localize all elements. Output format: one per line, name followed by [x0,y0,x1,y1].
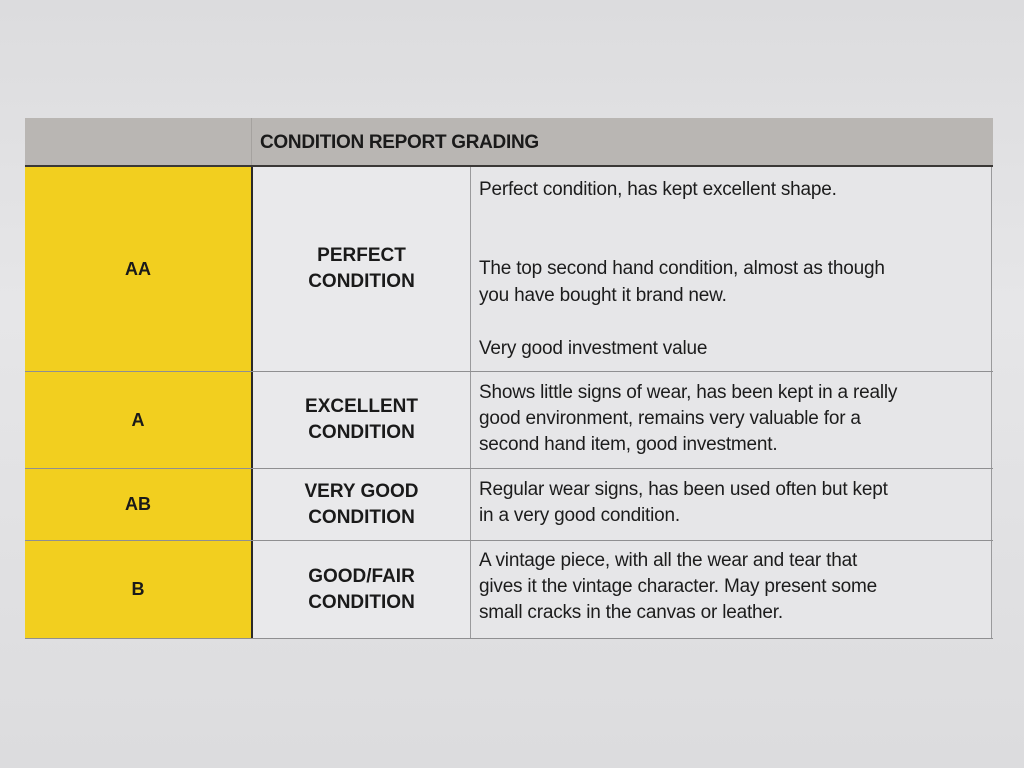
table-row-aa: AA PERFECT CONDITION Perfect condition, h… [25,167,993,371]
table-header: CONDITION REPORT GRADING [25,118,993,167]
grade-cell: AA [25,167,253,371]
condition-cell: PERFECT CONDITION [253,167,471,371]
grade-cell: B [25,541,253,638]
description-line: you have bought it brand new. [479,285,727,306]
table-row-ab: AB VERY GOOD CONDITION Regular wear signs… [25,469,993,540]
row-divider [25,638,993,639]
condition-line: CONDITION [308,271,415,292]
row-divider [25,371,993,372]
description-line: Shows little signs of wear, has been kep… [479,382,898,403]
table-row-a: A EXCELLENT CONDITION Shows little signs … [25,372,993,468]
description-line: gives it the vintage character. May pres… [479,576,878,597]
description-line: in a very good condition. [479,505,680,526]
condition-line: CONDITION [308,506,415,528]
condition-cell: GOOD/FAIR CONDITION [253,541,471,638]
condition-line: EXCELLENT [305,396,418,417]
condition-grading-table: CONDITION REPORT GRADING AA PERFECT CONDI… [25,118,993,640]
description-line: A vintage piece, with all the wear and t… [479,550,858,571]
condition-line: CONDITION [308,591,415,613]
description-line: second hand item, good investment. [479,434,778,455]
description-cell: Perfect condition, has kept excellent sh… [471,167,992,371]
condition-cell: EXCELLENT CONDITION [253,372,471,468]
grade-cell: AB [25,469,253,540]
description-cell: Shows little signs of wear, has been kep… [471,372,992,468]
description-line: Very good investment value [479,338,708,359]
condition-line: GOOD/FAIR [308,565,415,587]
row-divider [25,540,993,541]
table-title: CONDITION REPORT GRADING [260,132,539,153]
description-line: The top second hand condition, almost as… [479,258,885,279]
description-cell: A vintage piece, with all the wear and t… [471,541,992,638]
description-line: small cracks in the canvas or leather. [479,602,783,623]
condition-line: VERY GOOD [304,480,419,502]
header-divider [251,118,252,165]
row-divider [25,468,993,469]
description-line: Regular wear signs, has been used often … [479,479,888,500]
description-line: good environment, remains very valuable … [479,408,861,429]
description-line: Perfect condition, has kept excellent sh… [479,179,837,200]
condition-cell: VERY GOOD CONDITION [253,469,471,540]
condition-line: PERFECT [317,245,406,266]
condition-line: CONDITION [308,422,415,443]
table-row-b: B GOOD/FAIR CONDITION A vintage piece, wi… [25,541,993,638]
grade-cell: A [25,372,253,468]
description-cell: Regular wear signs, has been used often … [471,469,992,540]
